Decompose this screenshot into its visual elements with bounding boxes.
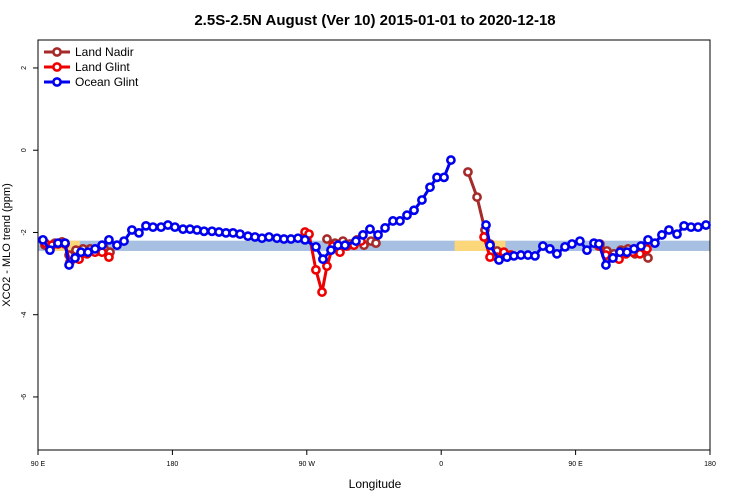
y-axis-label: XCO2 - MLO trend (ppm) — [1, 183, 13, 306]
point — [317, 287, 327, 297]
point — [446, 155, 456, 165]
point — [148, 222, 158, 233]
point — [90, 244, 100, 254]
point — [340, 240, 350, 251]
point — [300, 234, 310, 245]
point — [326, 245, 336, 256]
point — [649, 238, 660, 249]
legend-marker — [52, 77, 62, 87]
point — [472, 192, 482, 202]
point — [485, 240, 495, 251]
point — [693, 222, 703, 233]
point — [593, 239, 604, 249]
point — [582, 245, 592, 256]
point — [70, 253, 80, 263]
point — [636, 241, 646, 251]
point — [545, 244, 555, 254]
point — [417, 195, 427, 205]
plot-frame — [37, 39, 711, 451]
point — [235, 229, 245, 240]
legend-marker — [52, 47, 62, 57]
point — [409, 205, 419, 216]
point — [170, 222, 180, 233]
point — [380, 223, 390, 233]
series — [38, 155, 711, 270]
y-tick-label: -6 — [21, 394, 28, 400]
x-tick-label: 180 — [167, 461, 179, 468]
point — [45, 245, 55, 256]
point — [643, 253, 653, 263]
point — [351, 236, 361, 246]
point — [119, 236, 129, 246]
point — [318, 254, 328, 265]
y-tick-label: 2 — [21, 66, 28, 70]
point — [463, 167, 473, 177]
point — [552, 248, 562, 259]
x-tick-label: 180 — [704, 461, 716, 468]
point — [371, 238, 381, 249]
point — [104, 234, 114, 245]
point — [64, 260, 74, 270]
point — [322, 261, 332, 272]
point — [402, 210, 412, 221]
point — [112, 240, 122, 251]
point — [311, 264, 321, 275]
point — [358, 230, 368, 240]
point — [199, 226, 209, 237]
point — [97, 240, 107, 251]
point — [601, 260, 611, 270]
point — [60, 238, 70, 249]
point — [657, 230, 667, 240]
point — [664, 225, 674, 235]
point — [701, 220, 711, 230]
point — [38, 234, 48, 245]
legend-label: Ocean Glint — [75, 75, 139, 89]
point — [530, 250, 540, 261]
point — [134, 227, 144, 238]
point — [395, 216, 405, 226]
legend-label: Land Nadir — [75, 45, 134, 59]
x-tick-label: 90 E — [31, 461, 46, 468]
point — [104, 252, 114, 263]
y-tick-label: -4 — [21, 311, 28, 317]
point — [481, 220, 491, 230]
point — [264, 232, 274, 242]
point — [322, 234, 332, 244]
legend-marker — [52, 62, 62, 72]
point — [373, 230, 383, 240]
chart-title: 2.5S-2.5N August (Ver 10) 2015-01-01 to … — [194, 12, 555, 29]
y-tick-label: 0 — [21, 148, 28, 152]
x-tick-label: 0 — [439, 461, 443, 468]
y-tick-label: -2 — [21, 229, 28, 235]
band — [454, 240, 506, 251]
point — [439, 172, 449, 183]
x-tick-label: 90 W — [299, 461, 316, 468]
point — [425, 182, 435, 193]
point — [672, 229, 682, 240]
x-axis-label: Longitude — [349, 477, 402, 491]
legend-label: Land Glint — [75, 60, 130, 74]
point — [365, 224, 375, 235]
point — [311, 241, 321, 252]
point — [567, 239, 577, 249]
point — [575, 236, 585, 246]
point — [608, 253, 618, 263]
point — [494, 255, 504, 265]
x-tick-label: 90 E — [568, 461, 583, 468]
